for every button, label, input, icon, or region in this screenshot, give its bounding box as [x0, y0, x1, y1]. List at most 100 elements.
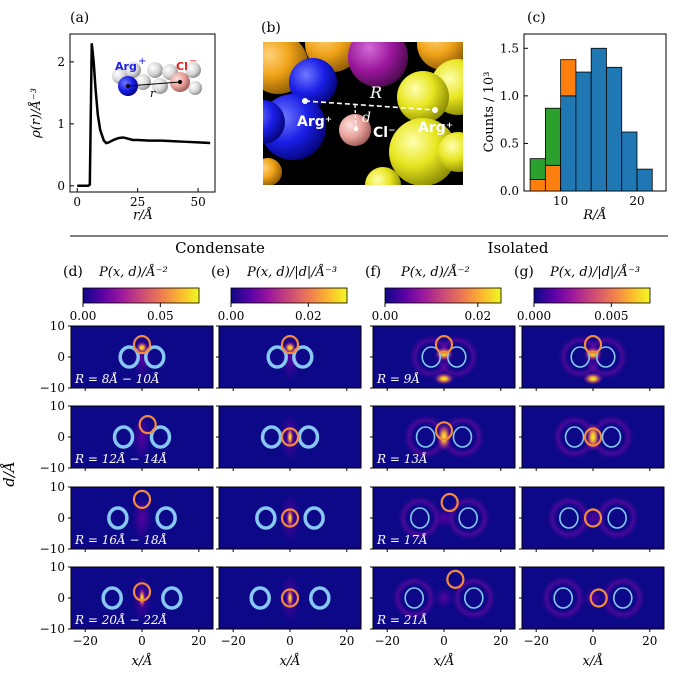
panel-g-label: (g): [514, 264, 534, 280]
colorbar-tick-label: 0.02: [464, 309, 491, 323]
arg-ring: [564, 426, 585, 448]
cl-ring: [440, 492, 459, 513]
arg-ring: [421, 346, 442, 368]
heatmap-d-row-1: R = 8Å − 10Å −10 0 10: [40, 319, 214, 395]
panel-c: (c) 10 20 0.0 0.5 1.0 1.5 R/Å Counts / 10³: [482, 10, 667, 223]
a-xtick-label: 50: [190, 195, 205, 209]
density-hotspot: [286, 588, 294, 608]
heatmap-f-row-4: R = 21Å −20 0 20: [370, 566, 516, 648]
hist-bar-orange: [529, 179, 546, 192]
arg-ring: [553, 587, 573, 609]
cl-ring: [589, 588, 608, 608]
arg-ring: [404, 587, 424, 609]
hist-bar-blue: [590, 47, 607, 192]
cl-ring: [583, 508, 603, 528]
heatmap-ytick-label: 10: [50, 399, 65, 413]
heatmap-ytick-label: 10: [50, 560, 65, 574]
inset-r-label: r: [150, 87, 156, 100]
c-ytick-label: 0.0: [500, 184, 519, 198]
heatmap-xtick-label: 0: [440, 634, 448, 648]
heatmap-xtick-label: 20: [493, 634, 508, 648]
arg-ring: [595, 346, 616, 368]
a-ytick-label: 2: [57, 55, 65, 69]
panel-e-label: (e): [211, 264, 230, 280]
density-hotspot: [284, 341, 296, 354]
arg-ring: [446, 346, 467, 368]
arg-ring: [249, 586, 271, 610]
colorbar-tick-label: 0.05: [147, 309, 174, 323]
cl-ring: [446, 569, 465, 590]
heatmap-grid: (d) P(x, d)/Å⁻² 0.00 0.05 R = 8Å − 10Å −10 0 10…: [40, 264, 665, 669]
density-halo: [451, 576, 496, 620]
rdf-line: [77, 43, 211, 188]
row-R-label: R = 16Å − 18Å: [74, 532, 167, 547]
heatmap-ytick-label: 0: [57, 591, 65, 605]
density-halo: [600, 576, 645, 620]
condensate-header: Condensate: [175, 239, 265, 257]
arg-ring: [118, 345, 140, 369]
c-ytick-label: 1.0: [500, 89, 519, 103]
arg-ring: [303, 506, 325, 530]
hist-bar-blue: [621, 131, 638, 192]
cl-ring: [132, 335, 152, 355]
colorbar-tick-label: 0.000: [517, 309, 551, 323]
density-halo: [595, 496, 640, 540]
heatmap-g-row-4: −20 0 20: [519, 566, 665, 648]
density-halo: [589, 415, 634, 459]
panel-a-xlabel: r/Å: [133, 207, 153, 223]
row-R-label: R = 20Å − 22Å: [74, 612, 167, 627]
density-faint: [434, 588, 454, 608]
density-hotspot: [136, 341, 148, 354]
hist-bar-blue: [636, 168, 653, 192]
colorbar-e: [230, 287, 348, 304]
panel-a: (a) 0 25 50 0 1 2 r/Å ρ(r)/Å⁻³ Arg + Cl − r: [28, 10, 216, 223]
colorbar-tick-label: 0.00: [70, 309, 97, 323]
inset-arg-label: Arg: [115, 60, 137, 73]
density-hotspot: [583, 372, 603, 385]
density-halo: [552, 415, 597, 459]
panel-b-label: (b): [261, 20, 281, 36]
heatmap-f-row-1: R = 9Å: [370, 325, 516, 391]
row-R-label: R = 13Å: [376, 451, 428, 466]
heatmap-xtick-label: 20: [642, 634, 657, 648]
panel-d-label: (d): [63, 264, 83, 280]
heatmap-e-row-1: [216, 325, 362, 391]
heatmap-ytick-label: −10: [40, 542, 65, 556]
heatmap-xlabel-g: x/Å: [582, 653, 603, 669]
heatmap-e-row-2: [216, 405, 362, 471]
arg-ring: [101, 586, 123, 610]
cl-ring: [132, 582, 152, 602]
density-faint: [583, 588, 603, 608]
density-halo: [546, 496, 591, 540]
arg-ring: [149, 425, 172, 449]
heatmap-xtick-label: 0: [286, 634, 294, 648]
colorbar-tick-label: 0.00: [218, 309, 245, 323]
density-hotspot: [586, 423, 600, 451]
heatmap-f-row-2: R = 13Å: [370, 405, 516, 471]
arg-ring: [464, 587, 484, 609]
panel-a-ylabel: ρ(r)/Å⁻³: [28, 88, 44, 139]
isolated-header: Isolated: [488, 239, 549, 257]
colorbar-tick-label: 0.02: [295, 309, 322, 323]
cl-ring: [583, 427, 603, 447]
heatmap-d-row-2: R = 12Å − 14Å −10 0 10: [40, 399, 214, 475]
hist-bar-orange: [544, 164, 562, 192]
inset-cl-charge: −: [189, 56, 197, 67]
arg-ring: [613, 587, 633, 609]
cl-ring: [434, 421, 454, 441]
arg-right-label: Arg⁺: [418, 120, 453, 136]
group-headers: Condensate Isolated: [70, 235, 668, 257]
panel-d-title: P(x, d)/Å⁻²: [98, 264, 168, 280]
panel-c-ticks: 10 20 0.0 0.5 1.0 1.5: [500, 41, 645, 208]
arg-ring: [601, 426, 622, 448]
panel-f-title: P(x, d)/Å⁻²: [400, 264, 470, 280]
heatmap-g-row-1: [519, 325, 665, 391]
cl-ring: [132, 489, 152, 509]
hist-bar-orange: [560, 59, 577, 97]
density-halo: [434, 335, 479, 379]
R-label: R: [369, 83, 382, 102]
arg-ring: [458, 507, 478, 529]
colorbar-tick-label: 0.00: [372, 309, 399, 323]
heatmap-xtick-label: 0: [589, 634, 597, 648]
density-halo: [392, 576, 437, 620]
